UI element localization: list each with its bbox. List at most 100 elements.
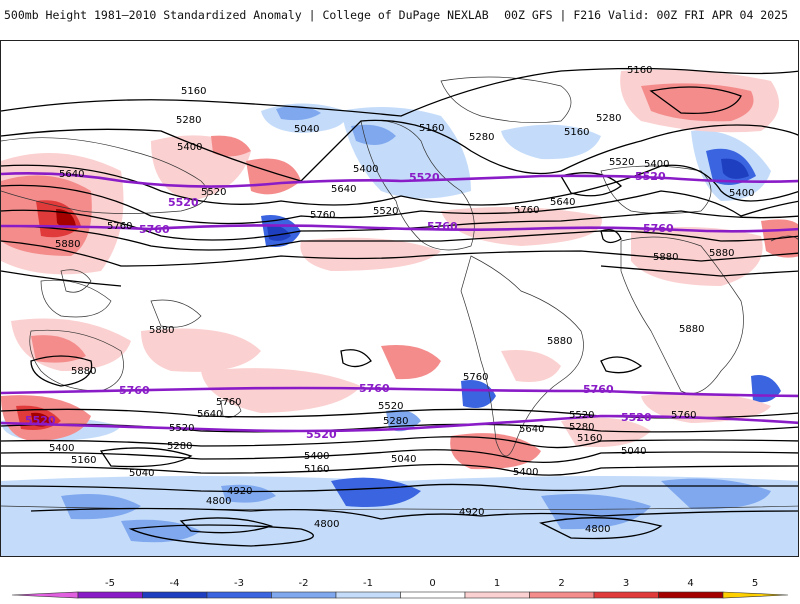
run-info: 00Z GFS | F216 Valid: 00Z FRI APR 04 202…	[504, 8, 788, 22]
contour-label: 5160	[627, 65, 652, 76]
contour-label: 5400	[644, 159, 669, 170]
colorbar-segment	[335, 591, 401, 599]
contour-label: 5280	[176, 115, 201, 126]
contour-label: 5520	[169, 423, 194, 434]
contour-label: 5400	[513, 467, 538, 478]
contour-label: 5280	[596, 113, 621, 124]
colorbar-segment	[400, 591, 466, 599]
contour-label: 5280	[383, 416, 408, 427]
colorbar-ticks: -5 -4 -3 -2 -1 0 1 2 3 4 5	[105, 578, 758, 589]
contour-label: 5160	[419, 123, 444, 134]
contour-label: 5760	[427, 220, 458, 233]
contour-label: 5400	[353, 164, 378, 175]
contour-label: 5640	[519, 424, 544, 435]
contour-label: 5520	[201, 187, 226, 198]
contour-label: 5760	[139, 223, 170, 236]
contour-label: 5040	[294, 124, 319, 135]
colorbar-tick-label: -3	[234, 578, 244, 589]
colorbar-segment	[271, 591, 337, 599]
contour-label: 5880	[679, 324, 704, 335]
contour-label: 5880	[653, 252, 678, 263]
colorbar-tick-label: 5	[752, 578, 758, 589]
colorbar-tick-label: -1	[363, 578, 373, 589]
contour-label: 4920	[227, 486, 252, 497]
colorbar-tick-label: -4	[170, 578, 180, 589]
map-title: 500mb Height 1981–2010 Standardized Anom…	[4, 8, 489, 22]
contour-label: 5040	[129, 468, 154, 479]
colorbar-graphic: -5 -4 -3 -2 -1 0 1 2 3 4 5	[11, 578, 789, 599]
contour-label: 5880	[71, 366, 96, 377]
contour-label: 5280	[167, 441, 192, 452]
contour-label: 5160	[71, 455, 96, 466]
contour-label: 5760	[359, 382, 390, 395]
contour-label: 5760	[310, 210, 335, 221]
contour-label: 5520	[25, 414, 56, 427]
contour-label: 5280	[569, 422, 594, 433]
colorbar-tick-label: 3	[623, 578, 629, 589]
contour-label: 5280	[469, 132, 494, 143]
map-panel[interactable]: 5160 5160 5280 5040 5160 5280 5160 5280 …	[0, 40, 799, 557]
colorbar-tick-label: 4	[687, 578, 693, 589]
colorbar-min-arrow	[11, 591, 79, 599]
contour-label: 5520	[373, 206, 398, 217]
contour-label: 5760	[514, 205, 539, 216]
colorbar-segment	[142, 591, 208, 599]
colorbar-segment	[77, 591, 143, 599]
contour-label: 5880	[55, 239, 80, 250]
contour-label: 5760	[216, 397, 241, 408]
contour-label: 5520	[609, 157, 634, 168]
colorbar-tick-label: -5	[105, 578, 115, 589]
colorbar-segment	[658, 591, 724, 599]
colorbar-segment	[529, 591, 595, 599]
colorbar-segments	[11, 591, 789, 599]
colorbar-tick-label: -2	[299, 578, 309, 589]
header: 500mb Height 1981–2010 Standardized Anom…	[0, 0, 800, 40]
contour-label: 5760	[643, 222, 674, 235]
contour-label: 5760	[107, 221, 132, 232]
colorbar-tick-label: 1	[494, 578, 500, 589]
contour-label: 5400	[177, 142, 202, 153]
contour-label: 5520	[621, 411, 652, 424]
contour-label: 4800	[206, 496, 231, 507]
contour-label: 5640	[59, 169, 84, 180]
contour-label: 5160	[181, 86, 206, 97]
contour-label: 5160	[564, 127, 589, 138]
contour-label: 5400	[304, 451, 329, 462]
contour-label: 5520	[569, 410, 594, 421]
contour-label: 5520	[168, 196, 199, 209]
highlight-contours	[1, 172, 798, 433]
highlight-contour-labels: 5520 5520 5520 5760 5760 5760 5760 5760 …	[25, 170, 674, 441]
contour-labels: 5160 5160 5280 5040 5160 5280 5160 5280 …	[49, 65, 754, 535]
contour-label: 5400	[49, 443, 74, 454]
contour-label: 5520	[378, 401, 403, 412]
contour-label: 5160	[577, 433, 602, 444]
contour-label: 5160	[304, 464, 329, 475]
anomaly-map: 5160 5160 5280 5040 5160 5280 5160 5280 …	[1, 65, 798, 556]
contour-label: 5880	[709, 248, 734, 259]
contour-label: 5640	[197, 409, 222, 420]
colorbar-tick-label: 0	[429, 578, 435, 589]
contour-label: 4800	[585, 524, 610, 535]
contour-label: 5520	[306, 428, 337, 441]
contour-label: 5400	[729, 188, 754, 199]
contour-label: 5880	[149, 325, 174, 336]
contour-label: 5520	[409, 171, 440, 184]
colorbar-tick-label: 2	[558, 578, 564, 589]
colorbar-segment	[464, 591, 530, 599]
contour-label: 5880	[547, 336, 572, 347]
contour-label: 5040	[391, 454, 416, 465]
colorbar-segment	[593, 591, 659, 599]
contour-label: 5760	[671, 410, 696, 421]
contour-label: 5760	[463, 372, 488, 383]
contour-label: 5520	[635, 170, 666, 183]
contour-label: 5640	[331, 184, 356, 195]
contour-label: 5640	[550, 197, 575, 208]
colorbar-segment	[206, 591, 272, 599]
contour-label: 4800	[314, 519, 339, 530]
contour-label: 5040	[621, 446, 646, 457]
contour-label: 5760	[583, 383, 614, 396]
coastlines	[1, 76, 798, 510]
contour-label: 5760	[119, 384, 150, 397]
colorbar-max-arrow	[722, 591, 789, 599]
contour-label: 4920	[459, 507, 484, 518]
